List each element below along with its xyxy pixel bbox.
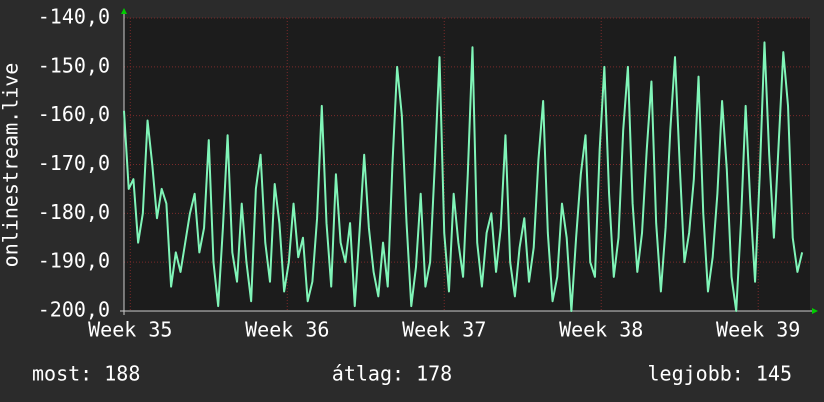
y-tick-label: -170,0 (38, 151, 110, 175)
y-axis-label: onlinestream.live (0, 63, 23, 268)
data-line (123, 41, 804, 312)
x-tick-label: Week 35 (88, 318, 172, 342)
x-axis-arrow (812, 308, 818, 314)
x-tick-label: Week 39 (716, 318, 800, 342)
y-tick-label: -160,0 (38, 102, 110, 126)
y-tick-label: -150,0 (38, 53, 110, 77)
footer-best: legjobb: 145 (648, 362, 793, 386)
y-tick-label: -140,0 (38, 5, 110, 29)
y-axis-arrow (121, 8, 127, 14)
y-tick-label: -190,0 (38, 249, 110, 273)
y-tick-label: -200,0 (38, 298, 110, 322)
x-tick-label: Week 36 (245, 318, 329, 342)
x-tick-label: Week 38 (559, 318, 643, 342)
x-tick-label: Week 37 (402, 318, 486, 342)
y-tick-label: -180,0 (38, 200, 110, 224)
footer-current: most: 188 (32, 362, 140, 386)
footer-average: átlag: 178 (332, 362, 452, 386)
